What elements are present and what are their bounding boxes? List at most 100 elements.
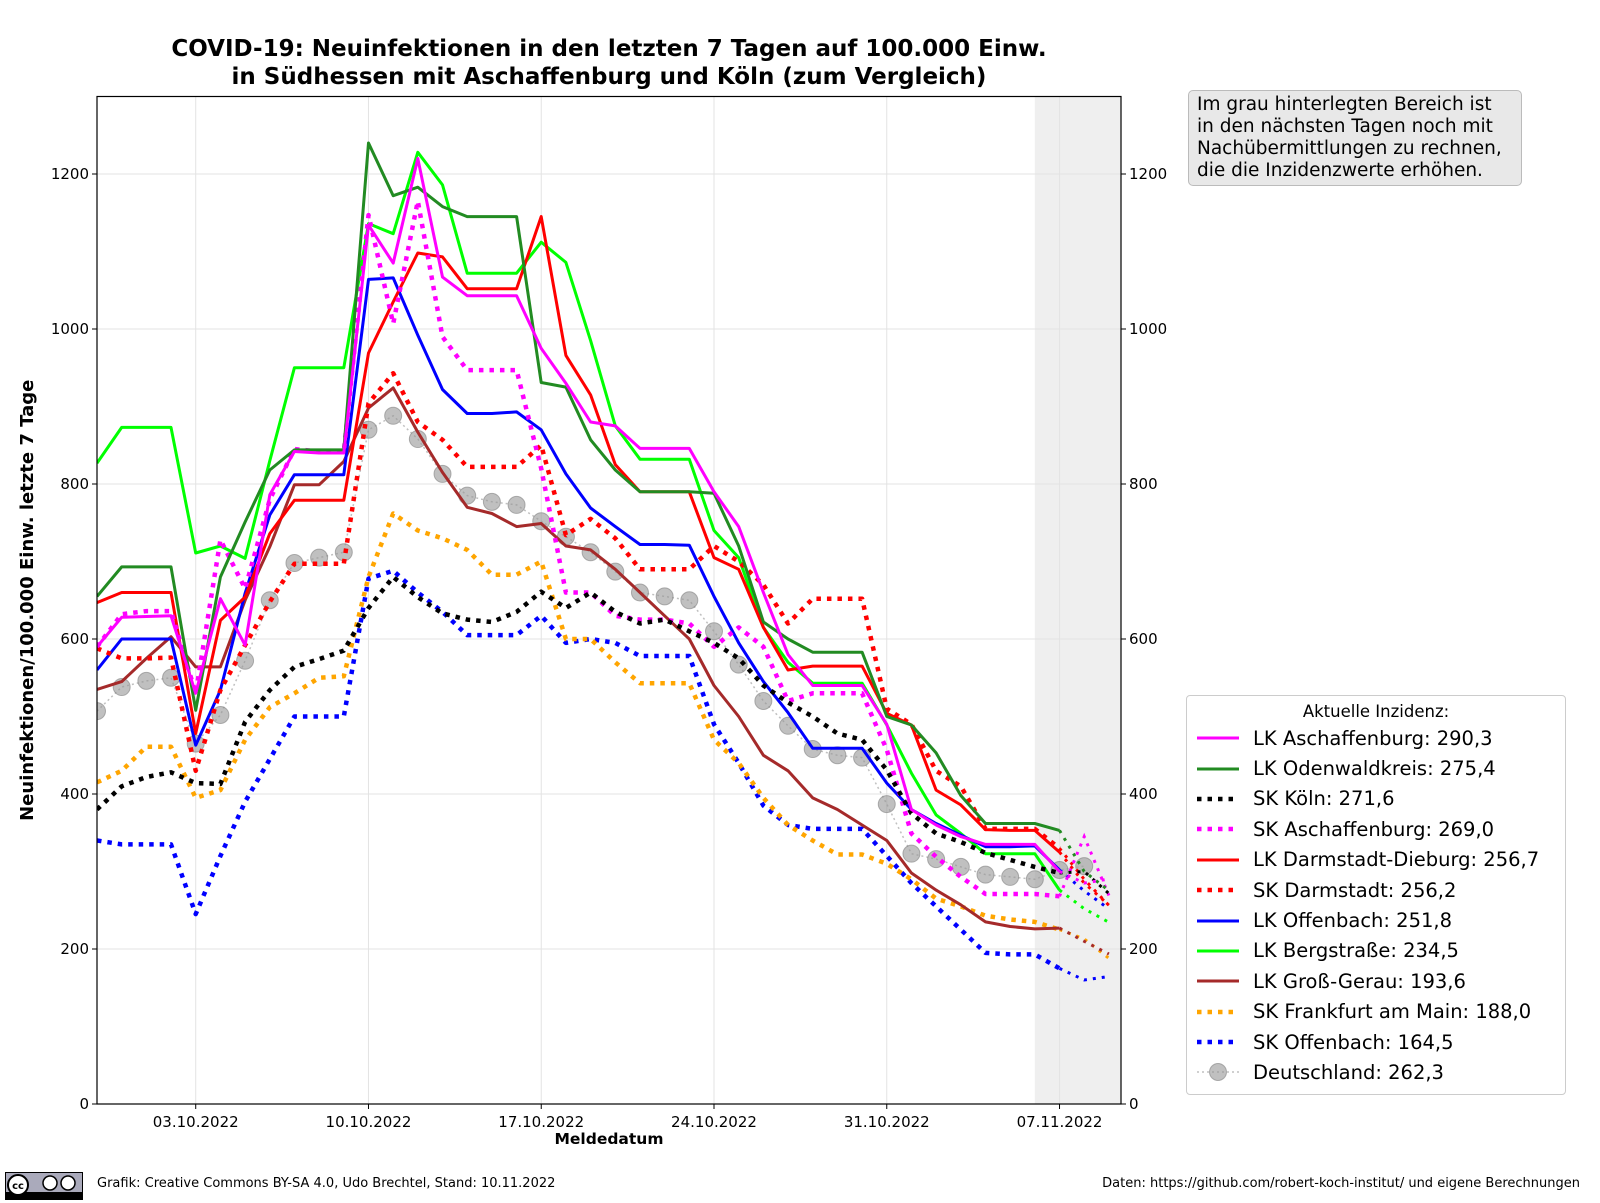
y-tick-label-right: 400 [1129,785,1158,803]
cc-by-sa-logo: cc [5,1172,83,1200]
x-tick-label: 31.10.2022 [844,1113,930,1131]
shaded-area-note: Im grau hinterlegten Bereich ist in den … [1188,90,1522,186]
legend-swatch [1197,919,1239,923]
legend-swatch [1197,858,1239,862]
y-tick-label-left: 400 [60,785,89,803]
series-line-lk-aschaffenburg [97,157,1061,873]
legend-item: LK Bergstraße: 234,5 [1187,936,1565,966]
legend-item: LK Groß-Gerau: 193,6 [1187,966,1565,996]
series-provisional-sk-frankfurt-am-main [1058,928,1110,960]
legend-label: SK Köln: 271,6 [1253,787,1395,811]
chart-title-line1: COVID-19: Neuinfektionen in den letzten … [171,36,1047,62]
data-point-deutschland [976,865,995,884]
data-point-deutschland [877,795,896,814]
series-line-lk-bergstraße [97,150,1061,891]
svg-text:cc: cc [12,1181,24,1192]
plot-area [97,141,1111,982]
y-tick-label-right: 800 [1129,475,1158,493]
x-tick-label: 24.10.2022 [671,1113,757,1131]
legend-swatch [1197,767,1239,771]
legend-swatch [1197,1063,1239,1082]
legend-label: LK Darmstadt-Dieburg: 256,7 [1253,848,1540,872]
series-provisional-sk-aschaffenburg [1058,832,1111,897]
series-line-deutschland [97,414,1085,881]
legend-swatch-marker [1209,1063,1227,1082]
data-point-deutschland [507,495,526,514]
legend-swatch [1197,827,1239,832]
footer-data-source: Daten: https://github.com/robert-koch-in… [1102,1176,1580,1191]
chart-title-line2: in Südhessen mit Aschaffenburg und Köln … [231,64,987,90]
series-provisional-lk-groß-gerau [1058,926,1110,956]
x-axis-label: Meldedatum [554,1130,663,1148]
legend-item: LK Aschaffenburg: 290,3 [1187,723,1565,753]
series-provisional-lk-odenwaldkreis [1058,829,1110,892]
legend-item: SK Darmstadt: 256,2 [1187,875,1565,905]
series-provisional-lk-bergstraße [1058,888,1110,924]
y-tick-label-right: 600 [1129,630,1158,648]
y-tick-label-right: 1000 [1129,320,1167,338]
footer-credit: Grafik: Creative Commons BY-SA 4.0, Udo … [97,1176,556,1191]
legend-item: Deutschland: 262,3 [1187,1057,1565,1087]
legend-item: SK Offenbach: 164,5 [1187,1027,1565,1057]
data-point-deutschland [581,543,600,562]
legend-item: SK Köln: 271,6 [1187,784,1565,814]
data-point-deutschland [458,486,477,505]
legend-label: LK Bergstraße: 234,5 [1253,939,1459,963]
data-point-deutschland [384,406,403,425]
data-point-deutschland [951,857,970,876]
legend-swatch [1197,979,1239,983]
legend-item: SK Aschaffenburg: 269,0 [1187,814,1565,844]
series-provisional-sk-darmstadt [1058,847,1110,907]
series-line-lk-offenbach [97,276,1061,872]
legend-swatch [1197,1009,1239,1014]
legend-item: LK Darmstadt-Dieburg: 256,7 [1187,845,1565,875]
data-point-deutschland [705,622,723,641]
y-tick-label-right: 200 [1129,940,1158,958]
legend-swatch [1197,796,1239,802]
x-tick-label: 03.10.2022 [153,1113,239,1131]
legend-swatch [1197,887,1239,893]
legend-label: LK Odenwaldkreis: 275,4 [1253,757,1496,781]
series-line-sk-frankfurt-am-main [97,511,1061,932]
x-tick-label: 17.10.2022 [498,1113,584,1131]
data-point-deutschland [902,844,921,863]
legend-swatch [1197,949,1239,953]
legend-label: SK Frankfurt am Main: 188,0 [1253,1000,1532,1024]
y-tick-label-right: 1200 [1129,165,1167,183]
legend-item: LK Odenwaldkreis: 275,4 [1187,753,1565,783]
cc-license-icon: cc [6,1174,82,1199]
series-line-sk-köln [97,574,1061,876]
data-point-deutschland [680,591,699,610]
legend-label: Deutschland: 262,3 [1253,1060,1444,1084]
data-point-deutschland [1025,870,1044,889]
y-axis-label: Neuinfektionen/100.000 Einw. letzte 7 Ta… [17,380,38,821]
legend-swatch [1197,736,1239,740]
y-tick-label-left: 200 [60,940,89,958]
series-provisional-sk-offenbach [1058,967,1110,982]
data-point-deutschland [137,671,156,690]
data-point-deutschland [754,692,773,710]
legend-label: SK Darmstadt: 256,2 [1253,878,1457,902]
data-point-deutschland [97,702,106,721]
y-tick-label-right: 0 [1129,1095,1139,1113]
series-line-sk-offenbach [97,568,1061,971]
legend-label: SK Offenbach: 164,5 [1253,1030,1454,1054]
y-tick-label-left: 0 [79,1095,89,1113]
legend-item: LK Offenbach: 251,8 [1187,905,1565,935]
x-tick-label: 07.11.2022 [1017,1113,1103,1131]
data-point-deutschland [1001,867,1020,886]
y-tick-label-left: 1000 [51,320,89,338]
legend-label: LK Offenbach: 251,8 [1253,909,1452,933]
series-line-lk-darmstadt-dieburg [97,215,1061,854]
legend-label: LK Groß-Gerau: 193,6 [1253,969,1466,993]
legend-label: SK Aschaffenburg: 269,0 [1253,817,1495,841]
series-line-lk-odenwaldkreis [97,141,1060,832]
y-tick-label-left: 800 [60,475,89,493]
data-point-deutschland [482,492,501,511]
y-tick-label-left: 1200 [51,165,89,183]
x-tick-label: 10.10.2022 [326,1113,412,1131]
data-point-deutschland [729,655,748,674]
data-point-deutschland [828,746,847,765]
axes-frame [96,95,1122,1105]
